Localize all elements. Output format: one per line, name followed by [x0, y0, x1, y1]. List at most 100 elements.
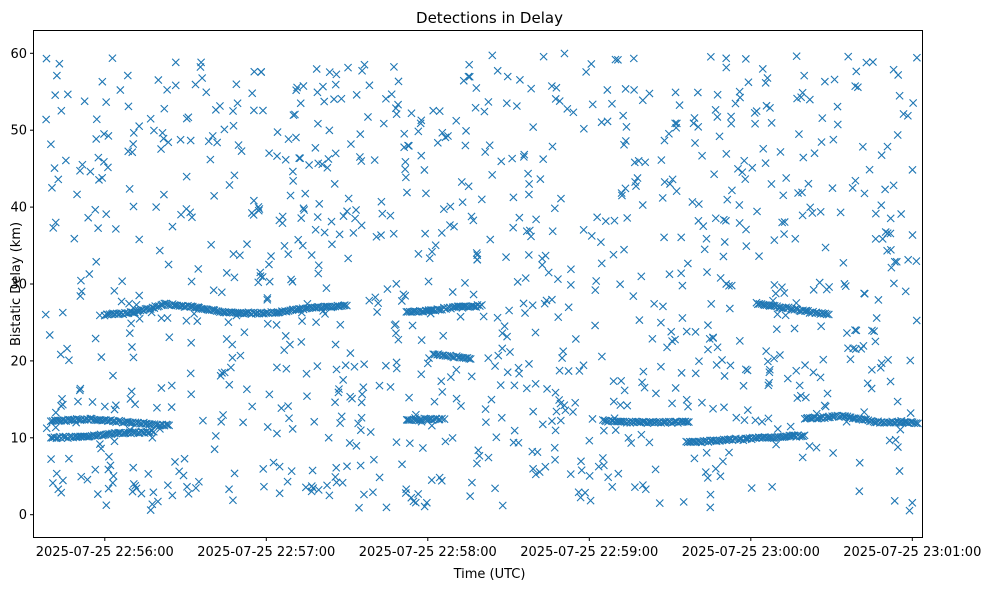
- data-point: [392, 279, 401, 288]
- data-point: [130, 308, 139, 317]
- data-point: [75, 386, 84, 395]
- data-point: [77, 287, 86, 296]
- data-point: [382, 503, 391, 512]
- data-point: [668, 399, 677, 408]
- data-point: [678, 281, 687, 290]
- data-point: [289, 176, 298, 185]
- data-point: [713, 90, 722, 99]
- data-point: [772, 325, 781, 334]
- data-point: [394, 77, 403, 86]
- y-tick-label: 30: [10, 278, 27, 293]
- data-point: [249, 196, 258, 205]
- data-point: [805, 442, 814, 451]
- data-point: [706, 503, 715, 512]
- data-point: [725, 304, 734, 313]
- data-point: [881, 185, 890, 194]
- data-point: [445, 221, 454, 230]
- data-point: [505, 347, 514, 356]
- data-point: [890, 257, 899, 266]
- data-point: [908, 165, 917, 174]
- data-point: [683, 259, 692, 268]
- data-point: [232, 80, 241, 89]
- data-point: [164, 138, 173, 147]
- data-point: [519, 152, 528, 161]
- data-point: [912, 257, 921, 266]
- data-point: [110, 286, 119, 295]
- data-point: [50, 164, 59, 173]
- data-point: [264, 260, 273, 269]
- data-point: [743, 366, 752, 375]
- data-point: [909, 99, 918, 108]
- data-point: [885, 436, 894, 445]
- data-point: [527, 232, 536, 241]
- data-point: [858, 142, 867, 151]
- data-point: [681, 417, 690, 426]
- data-point: [561, 406, 570, 415]
- y-tick-label: 10: [10, 431, 27, 446]
- data-point: [229, 250, 238, 259]
- data-point: [508, 154, 517, 163]
- data-point: [579, 124, 588, 133]
- data-point: [155, 246, 164, 255]
- data-point: [555, 97, 564, 106]
- data-point: [870, 327, 879, 336]
- data-point: [377, 197, 386, 206]
- data-point: [275, 489, 284, 498]
- data-point: [553, 275, 562, 284]
- data-point: [656, 318, 665, 327]
- data-point: [127, 387, 136, 396]
- data-point: [373, 307, 382, 316]
- data-point: [284, 402, 293, 411]
- data-point: [638, 378, 647, 387]
- data-point: [259, 464, 268, 473]
- data-point: [458, 198, 467, 207]
- data-point: [682, 327, 691, 336]
- data-point: [513, 277, 522, 286]
- data-point: [908, 498, 917, 507]
- data-point: [104, 452, 113, 461]
- data-point: [586, 496, 595, 505]
- data-point: [660, 177, 669, 186]
- data-point: [84, 213, 93, 222]
- data-point: [76, 166, 84, 175]
- data-point: [514, 438, 523, 447]
- data-point: [477, 301, 486, 309]
- data-point: [297, 337, 306, 346]
- data-point: [525, 226, 534, 235]
- data-point: [667, 327, 676, 336]
- data-point: [247, 208, 256, 217]
- data-point: [539, 155, 548, 164]
- data-point: [528, 447, 537, 456]
- data-point: [913, 419, 922, 428]
- data-point: [414, 249, 423, 258]
- data-point: [912, 316, 921, 325]
- data-point: [256, 268, 265, 277]
- data-point: [344, 254, 353, 263]
- data-point: [301, 189, 310, 198]
- data-point: [348, 394, 357, 403]
- data-point: [867, 384, 876, 393]
- data-point: [104, 465, 113, 474]
- data-point: [434, 305, 443, 314]
- data-point: [182, 316, 191, 325]
- data-point: [265, 149, 274, 158]
- data-point: [711, 464, 720, 473]
- data-point: [452, 394, 461, 403]
- data-point: [194, 477, 203, 486]
- data-point: [386, 211, 395, 220]
- data-point: [770, 354, 779, 363]
- data-point: [773, 310, 782, 319]
- data-point: [733, 164, 742, 173]
- data-point: [690, 454, 699, 463]
- data-point: [668, 175, 677, 184]
- data-point: [222, 268, 231, 277]
- data-point: [853, 83, 862, 92]
- data-point: [865, 165, 874, 174]
- data-point: [237, 147, 246, 156]
- data-point: [391, 104, 400, 113]
- data-point: [492, 433, 501, 442]
- data-point: [146, 114, 155, 123]
- data-point: [344, 63, 353, 72]
- data-point: [529, 123, 538, 132]
- data-point: [904, 255, 913, 264]
